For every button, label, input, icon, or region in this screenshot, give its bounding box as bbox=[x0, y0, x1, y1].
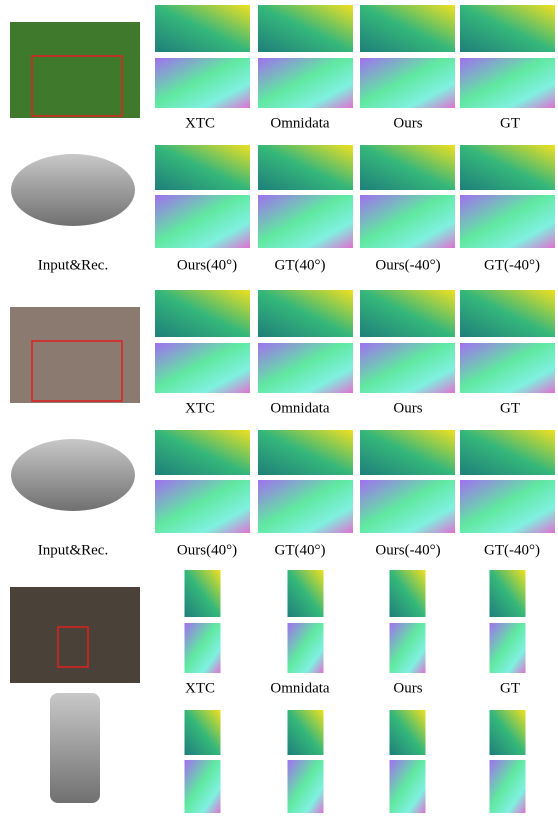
depth-map bbox=[258, 5, 353, 52]
depth-map bbox=[360, 290, 455, 337]
input-photo bbox=[10, 307, 140, 403]
normal-map bbox=[155, 480, 250, 533]
depth-map bbox=[258, 430, 353, 475]
depth-map bbox=[184, 710, 221, 755]
depth-map bbox=[489, 710, 526, 755]
depth-map bbox=[460, 430, 555, 475]
depth-map bbox=[155, 5, 250, 52]
caption: GT(40°) bbox=[275, 257, 326, 273]
depth-map bbox=[389, 570, 426, 617]
caption: XTC bbox=[185, 680, 215, 696]
depth-map bbox=[155, 430, 250, 475]
depth-map bbox=[460, 5, 555, 52]
normal-map bbox=[155, 195, 250, 248]
caption: Input&Rec. bbox=[38, 257, 108, 273]
depth-map bbox=[489, 570, 526, 617]
caption: Ours(-40°) bbox=[375, 542, 440, 558]
caption: Omnidata bbox=[270, 115, 329, 131]
normal-map bbox=[287, 623, 324, 673]
depth-map bbox=[287, 570, 324, 617]
normal-map bbox=[155, 343, 250, 393]
normal-map bbox=[460, 480, 555, 533]
normal-map bbox=[489, 623, 526, 673]
caption: Ours bbox=[393, 400, 422, 416]
normal-map bbox=[489, 760, 526, 813]
normal-map bbox=[360, 58, 455, 108]
normal-map bbox=[360, 343, 455, 393]
normal-map bbox=[460, 58, 555, 108]
caption: Ours(-40°) bbox=[375, 257, 440, 273]
input-photo bbox=[10, 22, 140, 118]
normal-map bbox=[460, 195, 555, 248]
caption: Input&Rec. bbox=[38, 542, 108, 558]
depth-map bbox=[184, 570, 221, 617]
depth-map bbox=[389, 710, 426, 755]
depth-map bbox=[460, 145, 555, 190]
normal-map bbox=[155, 58, 250, 108]
caption: Ours bbox=[393, 115, 422, 131]
mesh bbox=[50, 693, 100, 803]
caption: Omnidata bbox=[270, 400, 329, 416]
normal-map bbox=[460, 343, 555, 393]
normal-map bbox=[287, 760, 324, 813]
input-photo bbox=[10, 587, 140, 683]
normal-map bbox=[389, 760, 426, 813]
caption: Ours bbox=[393, 680, 422, 696]
depth-map bbox=[258, 290, 353, 337]
mesh bbox=[11, 439, 135, 511]
normal-map bbox=[389, 623, 426, 673]
depth-map bbox=[360, 145, 455, 190]
normal-map bbox=[360, 480, 455, 533]
caption: GT bbox=[500, 400, 520, 416]
caption: XTC bbox=[185, 115, 215, 131]
normal-map bbox=[258, 195, 353, 248]
normal-map bbox=[184, 623, 221, 673]
caption: GT(40°) bbox=[275, 542, 326, 558]
depth-map bbox=[258, 145, 353, 190]
caption: GT(-40°) bbox=[484, 257, 540, 273]
depth-map bbox=[155, 290, 250, 337]
depth-map bbox=[287, 710, 324, 755]
crop-box bbox=[31, 340, 123, 402]
normal-map bbox=[258, 343, 353, 393]
mesh bbox=[11, 154, 135, 226]
crop-box bbox=[57, 626, 89, 668]
depth-map bbox=[460, 290, 555, 337]
caption: GT(-40°) bbox=[484, 542, 540, 558]
caption: XTC bbox=[185, 400, 215, 416]
caption: Ours(40°) bbox=[177, 542, 237, 558]
crop-box bbox=[31, 55, 123, 117]
normal-map bbox=[184, 760, 221, 813]
depth-map bbox=[360, 430, 455, 475]
caption: GT bbox=[500, 680, 520, 696]
caption: GT bbox=[500, 115, 520, 131]
normal-map bbox=[258, 58, 353, 108]
depth-map bbox=[155, 145, 250, 190]
normal-map bbox=[258, 480, 353, 533]
figure-body: XTC Omnidata Ours GT Input&Rec. Ours(40°) GT(4… bbox=[10, 5, 555, 813]
normal-map bbox=[360, 195, 455, 248]
caption: Ours(40°) bbox=[177, 257, 237, 273]
depth-map bbox=[360, 5, 455, 52]
caption: Omnidata bbox=[270, 680, 329, 696]
